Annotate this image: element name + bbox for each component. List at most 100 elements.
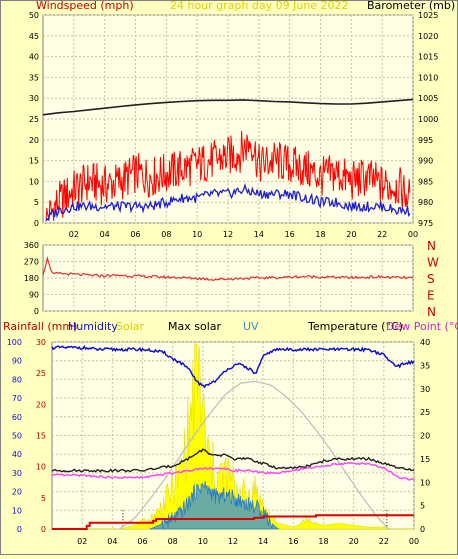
top-left-tick-label: 25 — [29, 115, 39, 124]
top-x-tick-label: 04 — [100, 230, 110, 239]
top-left-tick-label: 35 — [29, 73, 39, 82]
top-right-tick-label: 1010 — [418, 73, 438, 82]
humidity-tick-label: 0 — [17, 525, 22, 534]
top-x-tick-label: 00 — [408, 230, 418, 239]
top-right-tick-label: 975 — [418, 219, 433, 228]
max-solar-line — [119, 380, 389, 530]
rainfall-tick-label: 30 — [36, 338, 46, 347]
bottom-ticks: 0102030405060708090100051015202530051015… — [7, 338, 430, 546]
humidity-tick-label: 100 — [7, 338, 22, 347]
top-x-tick-label: 02 — [69, 230, 79, 239]
mid-left-tick-label: 270 — [24, 258, 39, 267]
humidity-label: Humidity — [68, 320, 118, 333]
temperature-tick-label: 5 — [420, 502, 425, 511]
barometer-line — [42, 98, 414, 116]
bottom-x-tick-label: 08 — [168, 537, 178, 546]
humidity-line — [51, 345, 415, 389]
chart-title: 24 hour graph day 09 June 2022 — [170, 0, 349, 12]
mid-left-tick-label: 180 — [24, 274, 39, 283]
top-right-tick-label: 1000 — [418, 115, 438, 124]
humidity-tick-label: 20 — [12, 488, 22, 497]
temperature-line — [51, 448, 415, 473]
rainfall-label: Rainfall (mm) — [3, 320, 77, 333]
compass-label: S — [427, 272, 435, 286]
bottom-x-tick-label: 04 — [107, 537, 117, 546]
bottom-x-tick-label: 14 — [258, 537, 268, 546]
bottom-x-tick-label: 22 — [379, 537, 389, 546]
bottom-x-tick-label: 06 — [137, 537, 147, 546]
temperature-tick-label: 40 — [420, 338, 430, 347]
uv-area — [149, 481, 280, 530]
top-x-tick-label: 06 — [130, 230, 140, 239]
top-left-tick-label: 15 — [29, 157, 39, 166]
wind-direction-line — [42, 256, 414, 282]
mid-series — [42, 256, 414, 282]
top-right-tick-label: 1005 — [418, 94, 438, 103]
bottom-x-tick-label: 18 — [318, 537, 328, 546]
bottom-x-tick-label: 00 — [409, 537, 419, 546]
bottom-x-tick-label: 10 — [198, 537, 208, 546]
bottom-series — [51, 343, 415, 530]
top-left-tick-label: 30 — [29, 94, 39, 103]
top-x-tick-label: 20 — [346, 230, 356, 239]
top-x-tick-label: 16 — [285, 230, 295, 239]
top-series — [42, 98, 414, 222]
humidity-tick-label: 70 — [12, 394, 22, 403]
top-right-tick-label: 1020 — [418, 32, 438, 41]
top-x-tick-label: 10 — [192, 230, 202, 239]
rainfall-tick-label: 15 — [36, 432, 46, 441]
rainfall-line — [52, 514, 414, 530]
temperature-tick-label: 25 — [420, 408, 430, 417]
top-left-tick-label: 10 — [29, 177, 39, 186]
uv-label: UV — [243, 320, 259, 333]
humidity-tick-label: 10 — [12, 506, 22, 515]
windspeed-line — [45, 130, 411, 222]
top-x-tick-label: 18 — [315, 230, 325, 239]
top-left-tick-label: 5 — [34, 198, 39, 207]
humidity-tick-label: 90 — [12, 357, 22, 366]
barometer-axis-label: Barometer (mb) — [367, 0, 455, 12]
top-grid — [43, 14, 414, 224]
rainfall-tick-label: 25 — [36, 369, 46, 378]
top-x-tick-label: 14 — [254, 230, 264, 239]
humidity-tick-label: 60 — [12, 413, 22, 422]
bottom-grid — [52, 341, 415, 530]
temperature-label: Temperature (°C) — [307, 320, 403, 333]
top-left-tick-label: 40 — [29, 53, 39, 62]
compass-label: E — [427, 289, 435, 303]
top-ticks: 0510152025303540455097598098599099510001… — [29, 11, 439, 239]
compass-label: W — [427, 256, 439, 270]
temperature-solar-chart: Rainfall (mm) Humidity Solar Max solar U… — [3, 320, 458, 546]
rainfall-tick-label: 10 — [36, 463, 46, 472]
compass-label: N — [427, 305, 436, 319]
top-left-tick-label: 45 — [29, 32, 39, 41]
rainfall-tick-label: 0 — [41, 525, 46, 534]
bottom-x-tick-label: 20 — [349, 537, 359, 546]
compass-label: N — [427, 239, 436, 253]
top-right-tick-label: 1015 — [418, 53, 438, 62]
dew-point-line — [51, 461, 415, 481]
mid-left-tick-label: 90 — [29, 291, 39, 300]
bottom-x-tick-label: 16 — [288, 537, 298, 546]
top-right-tick-label: 1025 — [418, 11, 438, 20]
top-left-tick-label: 0 — [34, 219, 39, 228]
top-right-tick-label: 995 — [418, 136, 433, 145]
humidity-tick-label: 40 — [12, 450, 22, 459]
average-wind-line — [45, 182, 411, 222]
rainfall-tick-label: 5 — [41, 494, 46, 503]
humidity-tick-label: 30 — [12, 469, 22, 478]
top-left-tick-label: 50 — [29, 11, 39, 20]
top-x-tick-label: 12 — [223, 230, 233, 239]
top-right-tick-label: 990 — [418, 157, 433, 166]
solar-label: Solar — [116, 320, 145, 333]
temperature-tick-label: 10 — [420, 478, 430, 487]
humidity-tick-label: 50 — [12, 432, 22, 441]
mid-grid — [43, 244, 414, 312]
top-right-tick-label: 985 — [418, 177, 433, 186]
max-solar-label: Max solar — [168, 320, 221, 333]
bottom-x-tick-label: 02 — [77, 537, 87, 546]
rainfall-tick-label: 20 — [36, 400, 46, 409]
